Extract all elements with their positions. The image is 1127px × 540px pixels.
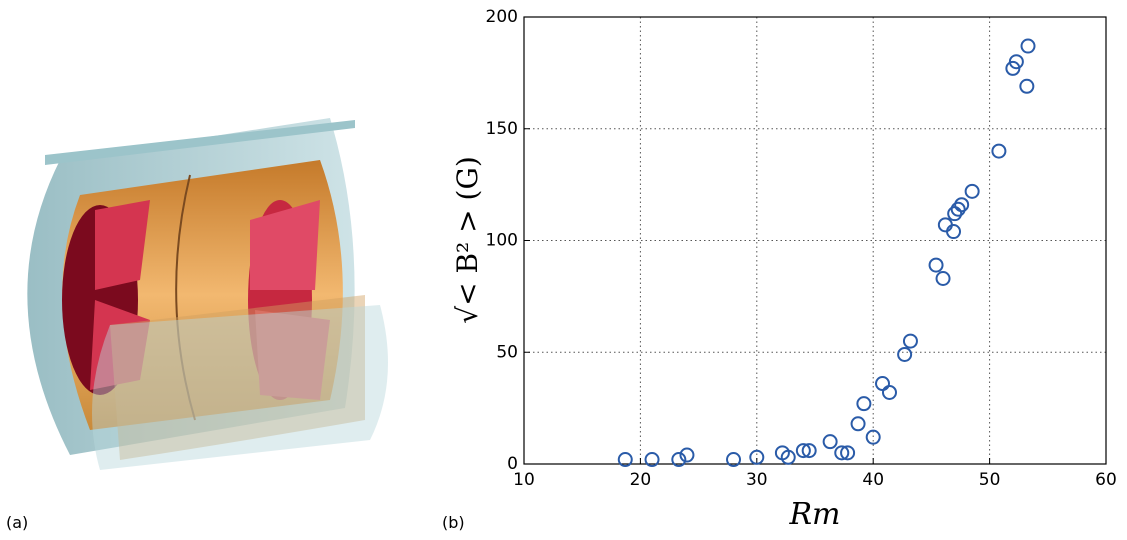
x-tick-label: 20	[630, 470, 652, 490]
panel-label: (b)	[442, 513, 465, 532]
data-point	[875, 376, 891, 392]
y-tick-label: 150	[486, 119, 518, 139]
data-point	[1008, 54, 1024, 70]
data-point	[897, 346, 913, 362]
data-point	[954, 197, 970, 213]
data-point	[1019, 78, 1035, 94]
data-point	[679, 447, 695, 463]
y-tick-label: 50	[496, 342, 518, 362]
data-point	[935, 270, 951, 286]
data-point	[964, 183, 980, 199]
midline	[175, 174, 196, 421]
data-point	[881, 384, 897, 400]
data-point	[902, 333, 918, 349]
data-point	[801, 443, 817, 459]
data-point	[950, 201, 966, 217]
data-point	[1020, 38, 1036, 54]
data-point	[928, 257, 944, 273]
x-tick-label: 60	[1095, 470, 1117, 490]
cylinder-drawing: (a) (b)	[6, 118, 465, 532]
left-blades	[90, 200, 150, 390]
x-axis-label: Rm	[788, 497, 840, 532]
x-tick-label: 50	[979, 470, 1001, 490]
data-point	[840, 445, 856, 461]
data-point	[822, 434, 838, 450]
y-tick-label: 0	[507, 454, 518, 474]
y-tick-label: 200	[486, 7, 518, 27]
data-point	[937, 217, 953, 233]
data-point	[850, 416, 866, 432]
scatter-plot: Rm √< B² > (G) 10 20 30 40 50 60 0 50 100 150 200	[451, 7, 1117, 532]
right-blades	[250, 200, 330, 400]
data-point	[946, 224, 962, 240]
x-tick-label: 40	[862, 470, 884, 490]
data-point	[991, 143, 1007, 159]
data-point	[795, 443, 811, 459]
data-point	[834, 445, 850, 461]
front-shell	[92, 305, 388, 470]
transparent-section	[110, 295, 365, 460]
x-tick-label: 10	[513, 470, 535, 490]
y-axis-label: √< B² > (G)	[451, 156, 484, 323]
data-point	[617, 452, 633, 468]
data-point	[780, 449, 796, 465]
x-tick-label: 30	[746, 470, 768, 490]
plot-frame	[523, 16, 1107, 465]
y-tick-label: 100	[486, 231, 518, 251]
panel-label: (a)	[6, 513, 28, 532]
data-point	[856, 396, 872, 412]
data-point	[865, 429, 881, 445]
data-point	[671, 452, 687, 468]
shell-rim	[45, 120, 355, 165]
data-point	[644, 452, 660, 468]
data-point	[726, 452, 742, 468]
data-point	[749, 449, 765, 465]
